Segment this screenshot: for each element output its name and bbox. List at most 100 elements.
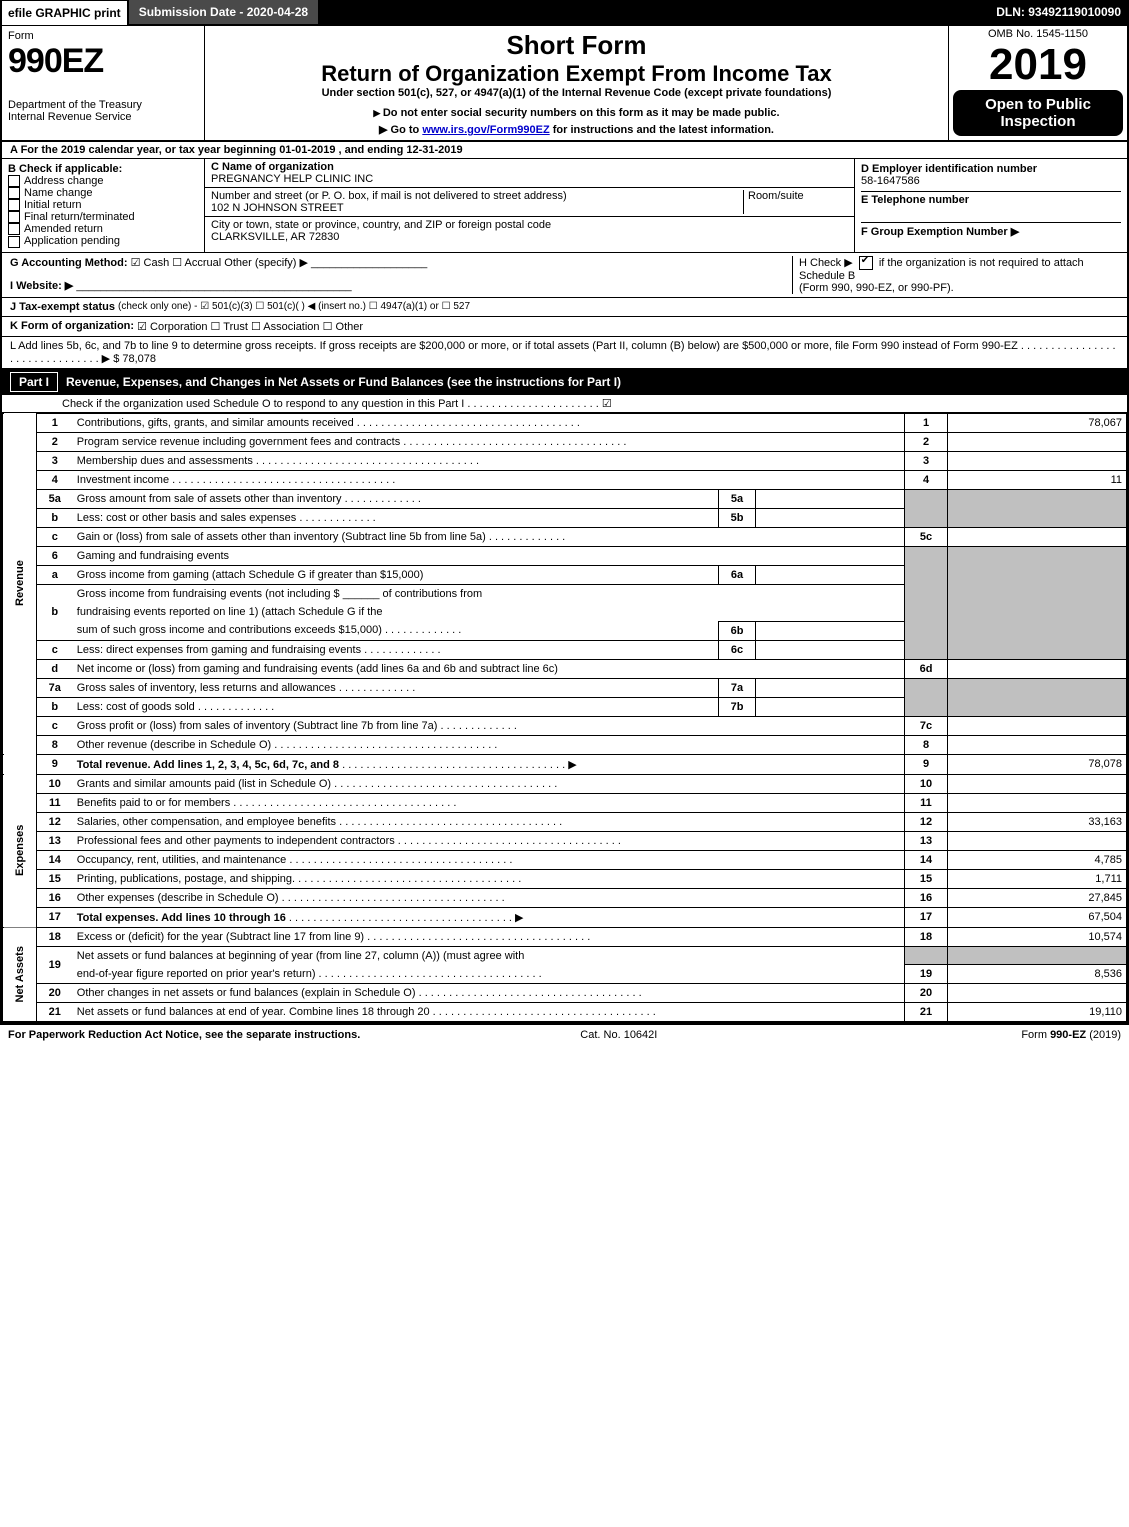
- l4-amt: 11: [948, 470, 1127, 489]
- l6b-d4: sum of such gross income and contributio…: [77, 624, 382, 636]
- irs-link[interactable]: www.irs.gov/Form990EZ: [422, 124, 549, 136]
- l4-no: 4: [36, 470, 73, 489]
- l6d-no: d: [36, 659, 73, 678]
- l5b-sa: [756, 508, 905, 527]
- l1-desc: Contributions, gifts, grants, and simila…: [77, 417, 354, 429]
- l12-desc: Salaries, other compensation, and employ…: [77, 816, 336, 828]
- row-j: J Tax-exempt status (check only one) - ☑…: [2, 298, 1127, 317]
- l3-amt: [948, 451, 1127, 470]
- l9-no: 9: [36, 754, 73, 774]
- box-b: B Check if applicable: Address change Na…: [2, 159, 205, 252]
- dept-treasury: Department of the Treasury: [8, 99, 198, 111]
- l12-ln: 12: [905, 812, 948, 831]
- l5a-sa: [756, 489, 905, 508]
- box-h: H Check ▶ if the organization is not req…: [792, 256, 1119, 294]
- l7b-sa: [756, 697, 905, 716]
- l18-desc: Excess or (deficit) for the year (Subtra…: [77, 931, 364, 943]
- page-footer: For Paperwork Reduction Act Notice, see …: [0, 1024, 1129, 1045]
- l1-ln: 1: [905, 413, 948, 432]
- l6a-sa: [756, 565, 905, 584]
- k-text: ☑ Corporation ☐ Trust ☐ Association ☐ Ot…: [137, 320, 363, 333]
- l1-amt: 78,067: [948, 413, 1127, 432]
- cb-application-pending[interactable]: Application pending: [24, 235, 120, 247]
- form-word: Form: [8, 30, 198, 42]
- room-suite-label: Room/suite: [743, 190, 848, 214]
- l6d-ln: 6d: [905, 659, 948, 678]
- l3-ln: 3: [905, 451, 948, 470]
- l6b-sa: [756, 621, 905, 640]
- e-label: E Telephone number: [861, 194, 969, 206]
- city-state-zip: CLARKSVILLE, AR 72830: [211, 231, 339, 243]
- l21-no: 21: [36, 1003, 73, 1022]
- netassets-label: Net Assets: [3, 927, 37, 1022]
- goto-line: ▶ Go to www.irs.gov/Form990EZ for instru…: [211, 123, 942, 136]
- l6c-no: c: [36, 640, 73, 659]
- l13-ln: 13: [905, 831, 948, 850]
- ein: 58-1647586: [861, 175, 920, 187]
- l6a-sn: 6a: [719, 565, 756, 584]
- l6b-d1: Gross income from fundraising events (no…: [77, 588, 340, 600]
- l6a-no: a: [36, 565, 73, 584]
- efile-graphic-print[interactable]: efile GRAPHIC print: [0, 0, 129, 25]
- l20-amt: [948, 984, 1127, 1003]
- l16-desc: Other expenses (describe in Schedule O): [77, 892, 279, 904]
- l15-no: 15: [36, 869, 73, 888]
- street-address: 102 N JOHNSON STREET: [211, 202, 344, 214]
- cb-initial-return[interactable]: Initial return: [24, 199, 81, 211]
- l7a-no: 7a: [36, 678, 73, 697]
- info-grid: B Check if applicable: Address change Na…: [2, 159, 1127, 253]
- l21-amt: 19,110: [948, 1003, 1127, 1022]
- footer-formref: Form 990-EZ (2019): [1021, 1029, 1121, 1041]
- cb-address-change[interactable]: Address change: [24, 175, 104, 187]
- row-k: K Form of organization: ☑ Corporation ☐ …: [2, 317, 1127, 337]
- l19-d2: end-of-year figure reported on prior yea…: [77, 968, 316, 980]
- l4-ln: 4: [905, 470, 948, 489]
- part-1-header: Part I Revenue, Expenses, and Changes in…: [2, 369, 1127, 395]
- l18-no: 18: [36, 927, 73, 946]
- l14-desc: Occupancy, rent, utilities, and maintena…: [77, 854, 287, 866]
- j-label: J Tax-exempt status: [10, 301, 115, 313]
- l17-no: 17: [36, 907, 73, 927]
- l13-no: 13: [36, 831, 73, 850]
- l6d-amt: [948, 659, 1127, 678]
- l6-no: 6: [36, 546, 73, 565]
- irs-label: Internal Revenue Service: [8, 111, 198, 123]
- l20-ln: 20: [905, 984, 948, 1003]
- form-header: Form 990EZ Department of the Treasury In…: [2, 26, 1127, 142]
- l14-amt: 4,785: [948, 850, 1127, 869]
- l5c-amt: [948, 527, 1127, 546]
- cb-amended-return[interactable]: Amended return: [24, 223, 103, 235]
- l11-ln: 11: [905, 793, 948, 812]
- subtitle: Under section 501(c), 527, or 4947(a)(1)…: [211, 87, 942, 99]
- l20-desc: Other changes in net assets or fund bala…: [77, 987, 416, 999]
- l6b-d2: of contributions from: [383, 588, 483, 600]
- l7b-desc: Less: cost of goods sold: [77, 701, 195, 713]
- return-title: Return of Organization Exempt From Incom…: [211, 61, 942, 87]
- l5b-sn: 5b: [719, 508, 756, 527]
- l7c-ln: 7c: [905, 716, 948, 735]
- l10-amt: [948, 774, 1127, 793]
- l15-amt: 1,711: [948, 869, 1127, 888]
- l6b-d3: fundraising events reported on line 1) (…: [73, 603, 905, 622]
- lines-table: Revenue 1 Contributions, gifts, grants, …: [2, 413, 1127, 1023]
- addr-label: Number and street (or P. O. box, if mail…: [211, 190, 567, 202]
- ssn-warning: Do not enter social security numbers on …: [211, 107, 942, 119]
- org-name: PREGNANCY HELP CLINIC INC: [211, 173, 373, 185]
- l2-desc: Program service revenue including govern…: [77, 436, 400, 448]
- h-checkbox[interactable]: [859, 256, 873, 270]
- l20-no: 20: [36, 984, 73, 1003]
- l-text: L Add lines 5b, 6c, and 7b to line 9 to …: [10, 340, 1119, 365]
- cb-final-return[interactable]: Final return/terminated: [24, 211, 135, 223]
- omb-no: OMB No. 1545-1150: [953, 28, 1123, 40]
- l5c-desc: Gain or (loss) from sale of assets other…: [77, 531, 486, 543]
- c-name-label: C Name of organization: [211, 161, 334, 173]
- l16-ln: 16: [905, 888, 948, 907]
- l9-ln: 9: [905, 754, 948, 774]
- cb-name-change[interactable]: Name change: [24, 187, 93, 199]
- g-label: G Accounting Method:: [10, 257, 128, 269]
- j-text: (check only one) - ☑ 501(c)(3) ☐ 501(c)(…: [118, 301, 470, 312]
- l2-no: 2: [36, 432, 73, 451]
- l21-desc: Net assets or fund balances at end of ye…: [77, 1006, 430, 1018]
- k-label: K Form of organization:: [10, 320, 134, 332]
- part-1-sub: Check if the organization used Schedule …: [2, 395, 1127, 413]
